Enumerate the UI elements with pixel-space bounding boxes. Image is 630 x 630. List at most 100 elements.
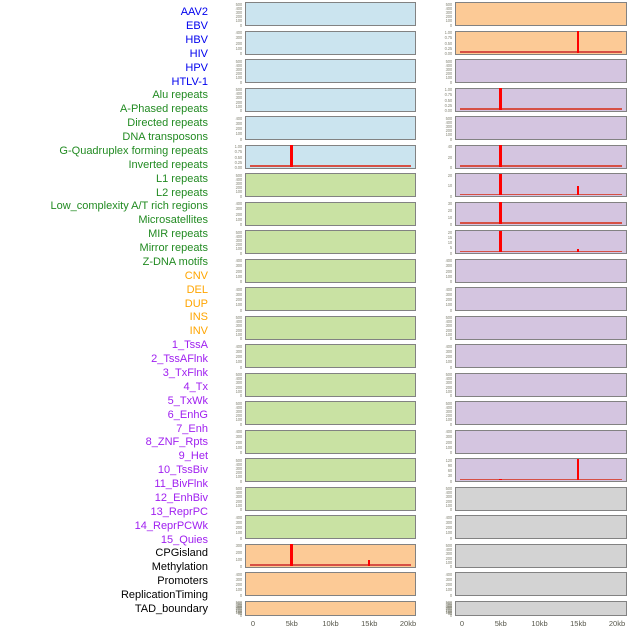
track-label-7-enh: 7_Enh <box>176 422 208 435</box>
ytick-label: 40 <box>447 144 452 149</box>
track-label-l1-repeats: L1 repeats <box>156 172 208 185</box>
track-label-g-quadruplex-forming-repeats: G-Quadruplex forming repeats <box>59 144 208 157</box>
track-label-microsatellites: Microsatellites <box>138 214 208 227</box>
ytick-label: 100 <box>235 502 243 508</box>
track-label-dna-transposons: DNA transposons <box>122 131 208 144</box>
track-panel-l2-repeats <box>245 372 416 397</box>
track-panel-alu-repeats <box>245 173 416 197</box>
xtick-label-col2-0: 0 <box>459 618 465 628</box>
ytick-label: 100 <box>235 474 243 480</box>
ytick-label: 100 <box>235 302 243 308</box>
track-panel-directed-repeats <box>245 230 416 254</box>
ytick-label: 150 <box>445 608 453 614</box>
ytick-label: 0 <box>449 564 452 569</box>
track-label-promoters: Promoters <box>157 575 208 588</box>
ytick-label: 0 <box>449 193 452 199</box>
track-panel-12-enhbiv <box>455 372 627 397</box>
ytick-label: 100 <box>445 132 453 138</box>
ytick-label: 0 <box>449 307 452 313</box>
ytick-label: 300 <box>235 408 243 414</box>
ytick-label: 100 <box>235 359 243 365</box>
ytick-label: 100 <box>445 388 453 394</box>
ytick-label: 20 <box>447 208 452 213</box>
ytick-label: 300 <box>235 263 243 269</box>
track-panel-ins <box>455 2 627 26</box>
track-label-8-znf-rpts: 8_ZNF_Rpts <box>145 436 208 449</box>
track-panel-ebv <box>245 30 416 55</box>
ytick-label: 0 <box>239 421 242 427</box>
ytick-label: 400 <box>445 258 453 263</box>
ytick-label: 50 <box>237 611 242 617</box>
ytick-label: 500 <box>235 229 243 235</box>
track-panel-13-reprpc <box>455 401 627 425</box>
ytick-label: 0 <box>449 507 452 512</box>
ytick-label: 500 <box>235 457 243 463</box>
ytick-label: 1.00 <box>444 30 453 35</box>
ytick-label: 0 <box>449 136 452 142</box>
ytick-label: 400 <box>445 571 453 577</box>
ytick-label: 500 <box>235 400 243 406</box>
ytick-label: 100 <box>235 273 243 279</box>
ytick-label: 200 <box>235 14 243 20</box>
track-label-tad-boundary: TAD_boundary <box>134 602 208 615</box>
ytick-label: 100 <box>235 216 243 222</box>
track-panel-14-reprpcwk <box>455 429 627 454</box>
ytick-label: 400 <box>235 5 243 11</box>
ytick-label: 100 <box>445 587 453 593</box>
track-panel-hbv <box>245 59 416 83</box>
track-label-10-tssbiv: 10_TssBiv <box>157 464 208 477</box>
ytick-label: 500 <box>445 543 453 548</box>
track-label-mirror-repeats: Mirror repeats <box>139 242 208 255</box>
ytick-label: 90 <box>447 462 452 468</box>
ytick-label: 0.50 <box>444 97 453 103</box>
spike-bar-7-enh-5kb <box>499 230 502 253</box>
track-panel-methylation <box>455 515 627 539</box>
ytick-label: 0 <box>239 478 242 484</box>
track-panel-5-txwk <box>455 173 627 197</box>
ytick-label: 200 <box>235 413 243 419</box>
track-panel-9-het <box>455 287 627 311</box>
xtick-label-col1-15kb: 15kb <box>361 618 378 628</box>
ytick-label: 0 <box>239 193 242 199</box>
ytick-label: 30 <box>447 473 452 479</box>
ytick-label: 200 <box>445 268 453 274</box>
ytick-label: 400 <box>235 343 243 349</box>
track-label-directed-repeats: Directed repeats <box>127 117 208 130</box>
ytick-label: 400 <box>235 514 243 520</box>
ytick-label: 0.75 <box>234 149 243 155</box>
ytick-label: 400 <box>445 602 453 608</box>
ytick-label: 500 <box>445 600 453 605</box>
spike-bar-15-quies-15kb <box>576 458 580 481</box>
track-panel-8-znf-rpts <box>455 258 627 283</box>
ytick-label: 60 <box>447 468 452 473</box>
ytick-label: 400 <box>445 286 453 292</box>
track-panel-tad-boundary <box>455 600 627 616</box>
ytick-label: 1.00 <box>234 144 243 149</box>
ytick-label: 200 <box>235 211 243 217</box>
ytick-label: 0 <box>449 421 452 427</box>
ytick-label: 500 <box>235 1 243 7</box>
ytick-label: 500 <box>445 372 453 377</box>
track-panel-htlv-1 <box>245 144 416 169</box>
track-label-15-quies: 15_Quies <box>160 533 208 546</box>
ytick-label: 300 <box>235 323 243 329</box>
ytick-label: 300 <box>445 408 453 414</box>
ytick-label: 200 <box>235 268 243 274</box>
track-panel-cnv <box>245 543 416 568</box>
track-label-l2-repeats: L2 repeats <box>156 186 208 199</box>
track-panel-15-quies <box>455 458 627 482</box>
ytick-label: 300 <box>445 576 453 582</box>
ytick-label: 100 <box>445 331 453 337</box>
track-label-3-txflnk: 3_TxFlnk <box>162 366 208 379</box>
ytick-label: 400 <box>235 30 243 35</box>
track-label-methylation: Methylation <box>151 561 208 574</box>
ytick-label: 300 <box>445 494 453 500</box>
ytick-label: 200 <box>235 71 243 77</box>
ytick-label: 200 <box>445 384 453 390</box>
baseline-density-line <box>460 193 622 195</box>
baseline-density-line <box>460 478 622 480</box>
track-label-9-het: 9_Het <box>178 450 208 463</box>
track-panel-microsatellites <box>245 429 416 454</box>
ytick-label: 0 <box>239 336 242 341</box>
